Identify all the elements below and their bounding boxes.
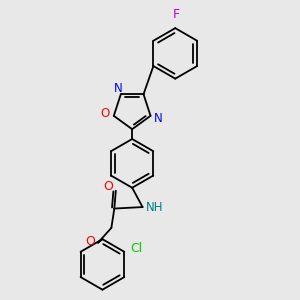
Text: O: O bbox=[101, 107, 110, 120]
Text: N: N bbox=[154, 112, 162, 125]
Text: Cl: Cl bbox=[130, 242, 142, 255]
Text: NH: NH bbox=[146, 201, 163, 214]
Text: N: N bbox=[114, 82, 123, 95]
Text: O: O bbox=[103, 180, 113, 193]
Text: F: F bbox=[173, 8, 180, 21]
Text: O: O bbox=[85, 235, 95, 248]
